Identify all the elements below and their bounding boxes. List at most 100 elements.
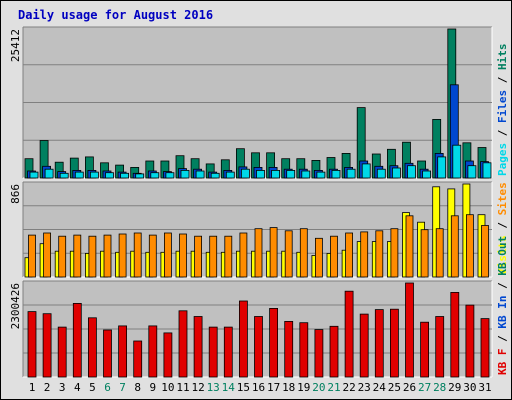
bar-kb-f-day-9	[148, 325, 158, 378]
x-tick-label-day-11: 11	[176, 381, 189, 394]
legend-part-3: /	[496, 70, 509, 90]
bar-pages-day-5	[90, 171, 99, 179]
x-tick-label-day-24: 24	[373, 381, 387, 394]
bar-kb-f-day-26	[405, 282, 414, 378]
bar-sites-day-3	[58, 235, 67, 278]
x-tick-label-day-21: 21	[327, 381, 340, 394]
bar-pages-day-12	[195, 170, 205, 179]
bar-kb-f-day-28	[435, 316, 445, 378]
x-tick-label-day-20: 20	[312, 381, 325, 394]
bar-pages-day-28	[437, 156, 447, 179]
x-tick-label-day-30: 30	[463, 381, 476, 394]
bar-kb-f-day-27	[420, 321, 430, 378]
bar-kb-f-day-20	[314, 329, 324, 378]
x-axis-labels: 1 2 3 4 5 6 7 8 9 10 11 12 13 14 15 16 17 18 19 20 21 22 23 24 2…	[29, 381, 492, 394]
bar-sites-day-9	[148, 234, 157, 278]
bar-pages-day-3	[59, 172, 69, 179]
bars-kbytes	[27, 282, 490, 378]
bar-kb-f-day-19	[299, 322, 309, 378]
bar-sites-day-13	[209, 235, 218, 278]
x-tick-label-day-6: 6	[104, 381, 111, 394]
legend-part-0: KB F	[496, 349, 509, 376]
x-tick-label-day-8: 8	[134, 381, 141, 394]
x-tick-label-day-23: 23	[358, 381, 371, 394]
legend-part-1: /	[496, 329, 509, 349]
x-tick-label-day-10: 10	[161, 381, 174, 394]
bar-pages-day-8	[135, 173, 145, 179]
bar-pages-day-10	[165, 172, 175, 179]
bar-sites-day-24	[375, 230, 384, 278]
series-legend-label: Pages / Files / Hits	[496, 44, 509, 177]
bar-sites-day-27	[420, 229, 429, 278]
legend-part-2: Sites	[496, 182, 509, 215]
legend-part-3: /	[496, 276, 509, 296]
bar-kb-f-day-8	[133, 340, 143, 378]
bar-sites-day-17	[269, 227, 278, 278]
bar-pages-day-4	[74, 171, 84, 179]
bar-pages-day-22	[346, 168, 356, 179]
x-tick-label-day-9: 9	[149, 381, 156, 394]
bar-sites-day-1	[28, 234, 36, 278]
bars-hits-files-pages	[24, 28, 492, 179]
bar-sites-day-26	[405, 215, 414, 278]
bar-sites-day-14	[224, 235, 233, 278]
bar-pages-day-7	[120, 172, 129, 179]
x-tick-label-day-13: 13	[207, 381, 220, 394]
panels-layer: 25412 Pages / Files / Hits 866 Visits / Sit…	[9, 26, 509, 378]
x-tick-label-day-3: 3	[59, 381, 66, 394]
panel-kbytes: 2300426 KB F / KB In / KB Out	[9, 236, 509, 378]
bar-kb-f-day-12	[193, 316, 203, 378]
bar-sites-day-21	[330, 235, 338, 278]
bar-pages-day-16	[256, 169, 265, 179]
series-legend-label: KB F / KB In / KB Out	[496, 236, 509, 375]
x-tick-label-day-2: 2	[44, 381, 51, 394]
bar-pages-day-23	[361, 163, 371, 179]
bar-kb-f-day-17	[269, 307, 279, 378]
bar-pages-day-19	[301, 170, 311, 179]
x-tick-label-day-28: 28	[433, 381, 446, 394]
bar-kb-f-day-24	[374, 309, 384, 378]
legend-part-2: Files	[496, 90, 509, 123]
bar-sites-day-7	[118, 233, 127, 278]
bar-sites-day-4	[73, 234, 82, 278]
bar-kb-f-day-23	[359, 313, 369, 378]
x-tick-label-day-14: 14	[222, 381, 236, 394]
x-tick-label-day-5: 5	[89, 381, 96, 394]
x-tick-label-day-31: 31	[478, 381, 491, 394]
bar-pages-day-2	[44, 168, 54, 179]
panel-hits-files-pages: 25412 Pages / Files / Hits	[9, 26, 509, 179]
bar-kb-f-day-5	[88, 317, 97, 378]
bar-kb-f-day-3	[57, 326, 67, 378]
x-tick-label-day-18: 18	[282, 381, 295, 394]
bar-kb-f-day-22	[344, 290, 354, 378]
bar-pages-day-27	[422, 170, 432, 179]
bar-sites-day-28	[435, 228, 444, 278]
bar-kb-f-day-29	[450, 291, 460, 378]
bar-pages-day-1	[29, 171, 39, 179]
bar-pages-day-30	[467, 165, 477, 179]
bar-sites-day-6	[103, 234, 112, 278]
x-tick-label-day-15: 15	[237, 381, 250, 394]
bar-kb-f-day-10	[163, 332, 173, 378]
bar-sites-day-19	[299, 228, 308, 278]
x-tick-label-day-27: 27	[418, 381, 431, 394]
bar-kb-f-day-14	[223, 326, 233, 378]
legend-part-0: Pages	[496, 143, 509, 176]
bar-kb-f-day-7	[118, 325, 127, 378]
bar-pages-day-11	[180, 169, 190, 179]
bar-kb-f-day-13	[208, 326, 218, 378]
bar-pages-day-31	[482, 162, 492, 179]
bar-kb-f-day-15	[238, 300, 248, 378]
bar-sites-day-10	[163, 232, 172, 278]
bar-kb-f-day-1	[27, 311, 37, 378]
bar-kb-f-day-30	[465, 304, 475, 378]
bar-pages-day-17	[271, 169, 281, 179]
bar-sites-day-12	[194, 235, 203, 278]
bar-sites-day-25	[390, 228, 399, 278]
x-tick-label-day-29: 29	[448, 381, 461, 394]
bar-pages-day-14	[225, 171, 235, 179]
x-tick-label-day-1: 1	[29, 381, 36, 394]
bar-sites-day-16	[254, 228, 263, 278]
bar-sites-day-8	[133, 232, 142, 278]
